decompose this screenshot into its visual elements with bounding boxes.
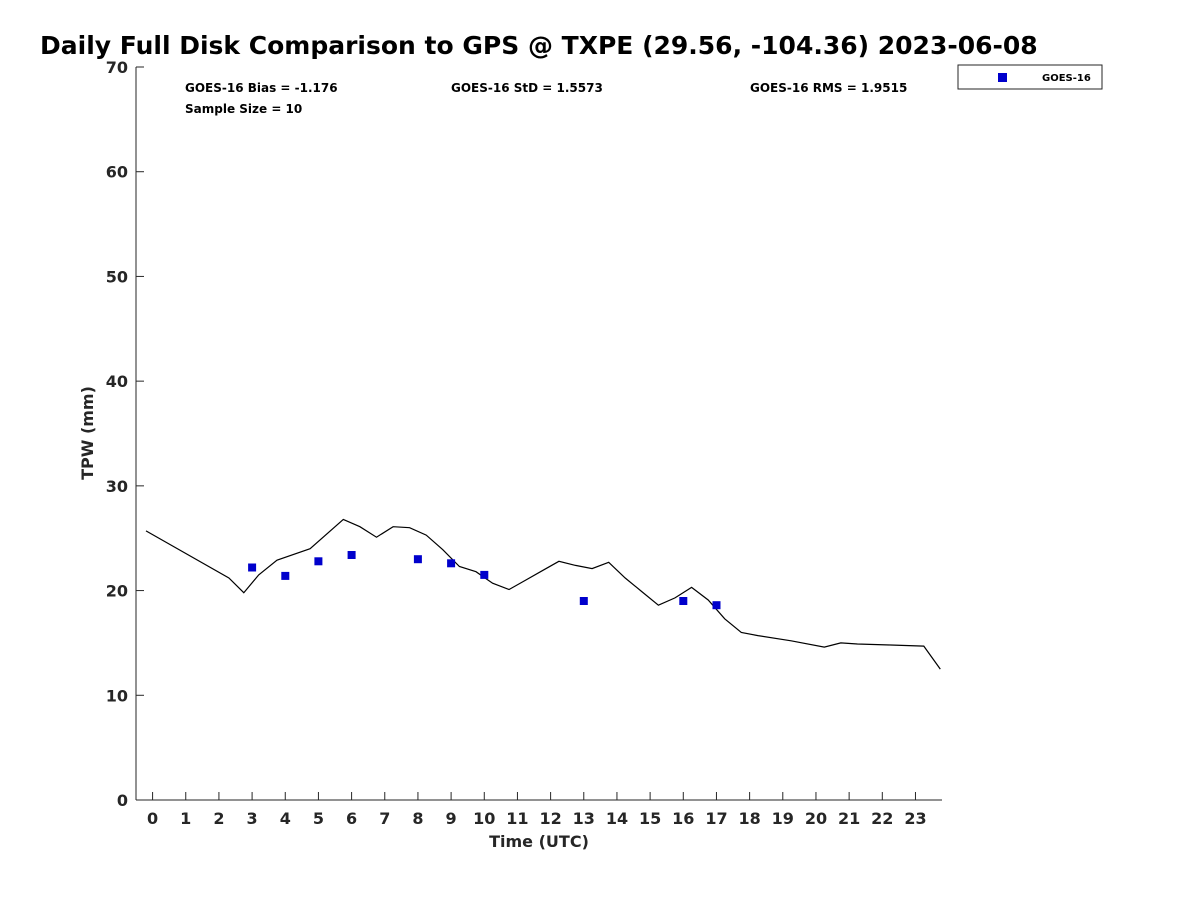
y-tick-label: 20 bbox=[106, 582, 128, 601]
y-tick-label: 60 bbox=[106, 163, 128, 182]
chart-title: Daily Full Disk Comparison to GPS @ TXPE… bbox=[40, 31, 1038, 60]
x-tick-label: 18 bbox=[738, 809, 760, 828]
x-tick-label: 15 bbox=[639, 809, 661, 828]
x-tick-label: 14 bbox=[606, 809, 628, 828]
goes16-data-point bbox=[447, 559, 456, 568]
x-tick-label: 3 bbox=[247, 809, 258, 828]
stat-bias: GOES-16 Bias = -1.176 bbox=[185, 81, 338, 95]
legend: GOES-16 bbox=[957, 64, 1103, 90]
goes16-data-point bbox=[347, 551, 356, 559]
x-tick-label: 23 bbox=[904, 809, 926, 828]
x-tick-label: 5 bbox=[313, 809, 324, 828]
x-tick-label: 2 bbox=[213, 809, 224, 828]
legend-marker-goes16 bbox=[998, 73, 1007, 82]
stat-sample-size: Sample Size = 10 bbox=[185, 102, 302, 116]
y-axis-ticks: 0 10 20 30 40 50 60 70 bbox=[106, 58, 144, 810]
x-axis-ticks: 0 1 2 3 4 5 6 7 8 9 10 11 12 13 14 15 16 17 18 19 20 21 22 23 bbox=[147, 792, 927, 828]
y-tick-label: 10 bbox=[106, 686, 128, 705]
legend-label-goes16: GOES-16 bbox=[1042, 73, 1091, 84]
y-tick-label: 30 bbox=[106, 477, 128, 496]
x-tick-label: 8 bbox=[412, 809, 423, 828]
goes16-data-point bbox=[480, 570, 489, 579]
y-tick-label: 50 bbox=[106, 267, 128, 286]
gps-line-series bbox=[145, 518, 941, 670]
x-tick-label: 16 bbox=[672, 809, 694, 828]
x-tick-label: 12 bbox=[539, 809, 561, 828]
y-tick-label: 40 bbox=[106, 372, 128, 391]
goes16-data-point bbox=[579, 597, 588, 605]
x-tick-label: 11 bbox=[506, 809, 528, 828]
gps-tpw-line bbox=[145, 518, 941, 670]
goes16-data-point bbox=[281, 571, 290, 580]
x-axis-label: Time (UTC) bbox=[489, 832, 589, 851]
x-tick-label: 0 bbox=[147, 809, 158, 828]
plot-area bbox=[136, 67, 942, 800]
goes16-data-point bbox=[679, 597, 688, 605]
x-tick-label: 10 bbox=[473, 809, 495, 828]
stat-rms: GOES-16 RMS = 1.9515 bbox=[750, 81, 907, 95]
goes16-markers bbox=[248, 551, 721, 610]
goes16-data-point bbox=[413, 555, 422, 564]
x-tick-label: 4 bbox=[280, 809, 291, 828]
goes16-data-point bbox=[712, 601, 721, 610]
x-tick-label: 20 bbox=[805, 809, 827, 828]
x-tick-label: 1 bbox=[180, 809, 191, 828]
legend-box bbox=[957, 64, 1103, 90]
y-tick-label: 70 bbox=[106, 58, 128, 77]
x-tick-label: 6 bbox=[346, 809, 357, 828]
x-tick-label: 19 bbox=[772, 809, 794, 828]
x-tick-label: 13 bbox=[573, 809, 595, 828]
y-axis-label: TPW (mm) bbox=[78, 386, 97, 480]
goes16-data-point bbox=[248, 563, 257, 572]
stat-std: GOES-16 StD = 1.5573 bbox=[451, 81, 603, 95]
goes16-data-point bbox=[314, 557, 323, 566]
y-tick-label: 0 bbox=[117, 791, 128, 810]
x-tick-label: 22 bbox=[871, 809, 893, 828]
x-tick-label: 9 bbox=[446, 809, 457, 828]
x-tick-label: 21 bbox=[838, 809, 860, 828]
x-tick-label: 17 bbox=[705, 809, 727, 828]
x-tick-label: 7 bbox=[379, 809, 390, 828]
